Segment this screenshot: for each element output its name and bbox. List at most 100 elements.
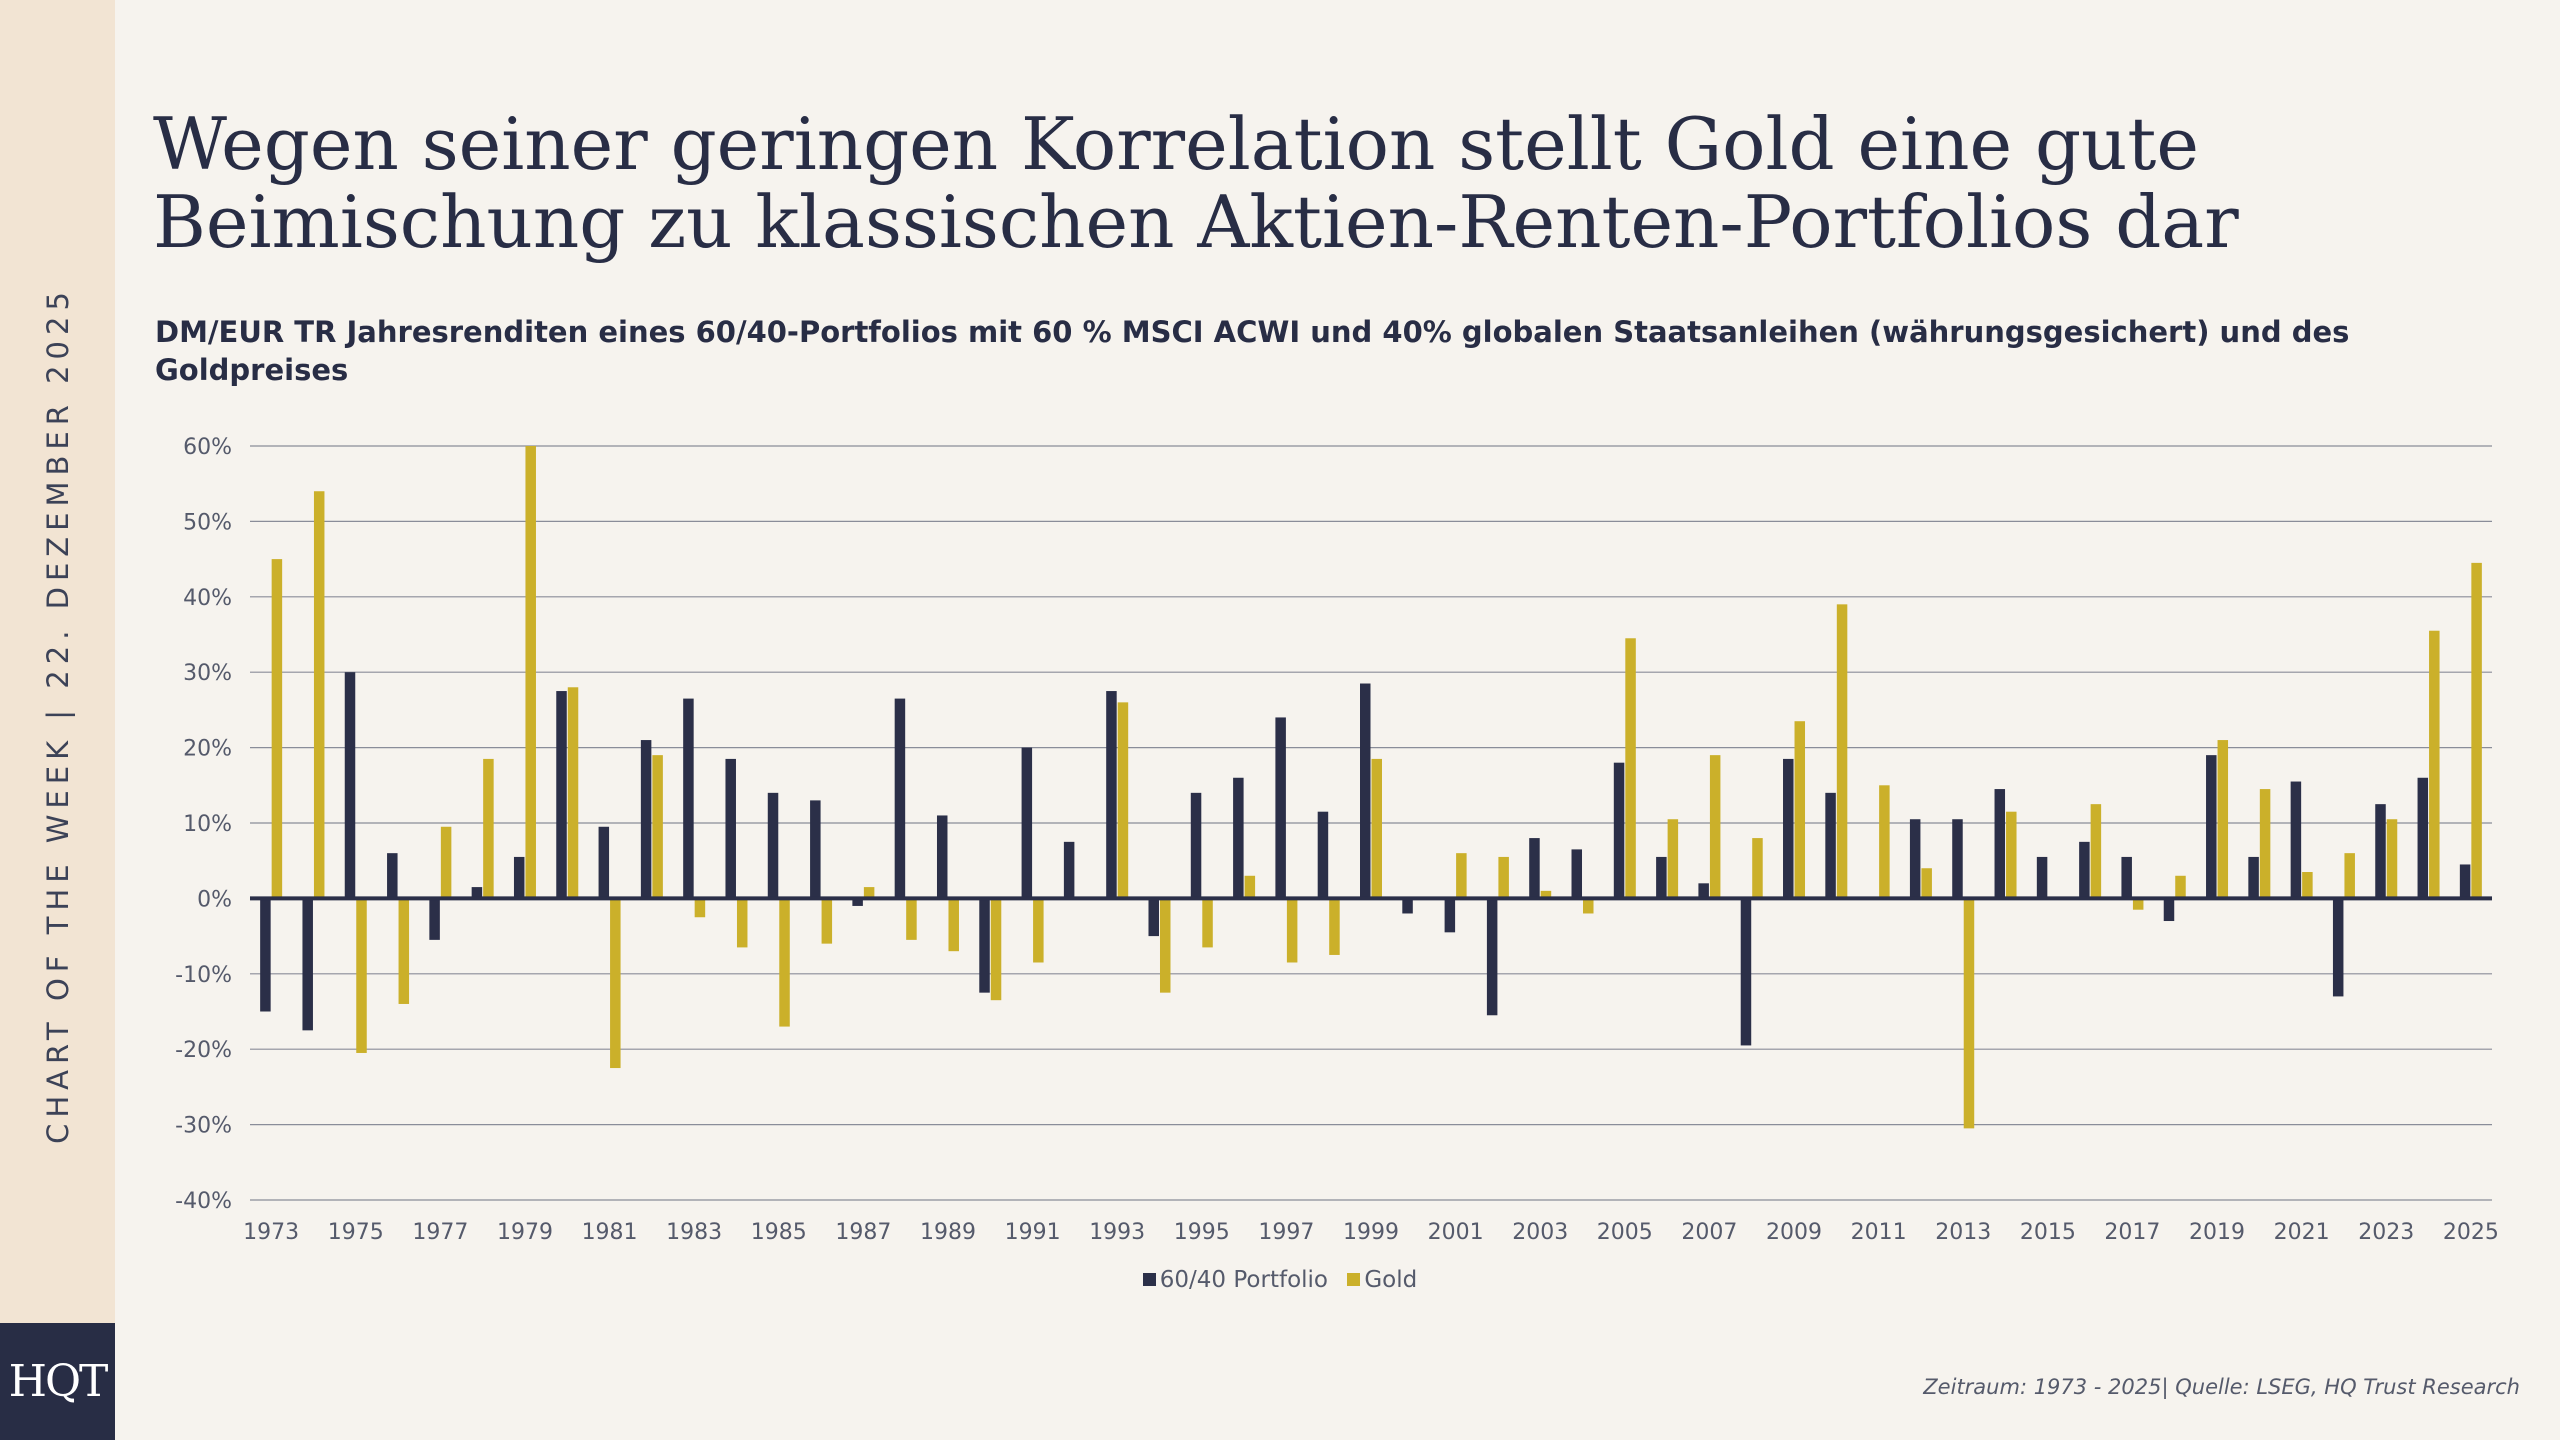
y-tick-label: 0% [197,887,232,912]
portfolio-bar-2016 [2079,841,2090,899]
gold-bar-1978 [483,758,494,899]
portfolio-bar-2023 [2375,804,2386,899]
source-note: Zeitraum: 1973 - 2025| Quelle: LSEG, HQ … [1923,1375,2520,1399]
portfolio-bar-2018 [2163,898,2175,922]
portfolio-bar-2008 [1740,898,1752,1046]
gold-bar-2008 [1752,838,1763,899]
portfolio-bar-1977 [429,898,440,940]
gold-bar-1984 [736,898,748,948]
portfolio-bar-1986 [810,800,821,899]
x-tick-label: 2023 [2358,1220,2414,1245]
gold-bar-1973 [271,559,283,899]
y-tick-label: -20% [175,1038,232,1063]
portfolio-bar-2002 [1486,898,1498,1016]
x-tick-label: 2009 [1766,1220,1822,1245]
x-tick-label: 1981 [582,1220,638,1245]
y-tick-label: -30% [175,1114,232,1139]
portfolio-bar-1979 [513,856,525,899]
x-tick-label: 1985 [751,1220,807,1245]
gold-bar-2004 [1583,898,1594,914]
x-tick-label: 1977 [412,1220,468,1245]
gold-bar-1982 [652,755,663,899]
portfolio-bar-1998 [1317,811,1329,899]
gold-bar-1994 [1159,898,1171,993]
x-tick-label: 1979 [497,1220,553,1245]
x-tick-label: 2021 [2274,1220,2330,1245]
gold-bar-2007 [1709,755,1721,899]
gold-bar-2024 [2429,630,2440,899]
company-logo: HQT [0,1323,115,1440]
portfolio-bar-2009 [1783,758,1794,899]
portfolio-bar-1991 [1021,747,1033,899]
gold-bar-2016 [2090,804,2102,899]
portfolio-bar-2025 [2459,864,2471,899]
portfolio-bar-1996 [1233,777,1244,899]
gold-bar-2003 [1540,890,1552,899]
portfolio-bar-1985 [767,792,779,899]
gold-bar-2011 [1879,785,1890,899]
x-tick-label: 2019 [2189,1220,2245,1245]
portfolio-bar-1994 [1148,898,1159,937]
gold-bar-1977 [440,826,452,899]
gold-bar-2002 [1498,856,1509,899]
gold-bar-1986 [821,898,833,944]
portfolio-bar-1993 [1106,691,1117,899]
portfolio-bar-2017 [2121,856,2132,899]
gold-bar-1999 [1371,758,1382,899]
x-tick-label: 1987 [835,1220,891,1245]
gold-bar-2010 [1836,604,1848,899]
y-tick-label: -40% [175,1189,232,1214]
x-tick-label: 2013 [1935,1220,1991,1245]
bar-chart: 60% 50% 40% 30% 20% 10% 0% -10% -20% -30% -40% 197… [175,435,2499,1245]
gold-bar-1976 [398,898,410,1004]
portfolio-bar-2024 [2417,777,2429,899]
portfolio-bar-2019 [2206,755,2217,899]
x-tick-label: 2015 [2020,1220,2076,1245]
y-tick-label: 20% [183,737,232,762]
portfolio-bar-2010 [1825,792,1836,899]
gold-bar-1983 [694,898,706,918]
gold-bar-1979 [525,446,536,899]
portfolio-bar-1997 [1275,717,1286,899]
y-tick-label: -10% [175,963,232,988]
portfolio-bar-1982 [640,740,652,899]
page-title: Wegen seiner geringen Korrelation stellt… [153,102,2239,264]
x-tick-label: 1993 [1089,1220,1145,1245]
portfolio-bar-1980 [556,691,567,899]
x-tick-label: 1989 [920,1220,976,1245]
sidebar: CHART OF THE WEEK | 22. DEZEMBER 2025 [0,0,115,1440]
gold-bar-1993 [1117,702,1129,899]
portfolio-bar-2013 [1952,819,1963,899]
gold-bar-1974 [313,491,325,899]
gold-bar-2006 [1667,819,1679,899]
legend-label-gold: Gold [1364,1266,1418,1293]
legend-swatch-gold [1347,1273,1361,1286]
x-tick-label: 1973 [243,1220,299,1245]
portfolio-bar-1978 [471,887,483,899]
portfolio-bar-2012 [1909,819,1921,899]
portfolio-bar-2021 [2290,781,2302,899]
bars [260,446,2482,1129]
gold-bar-1989 [948,898,959,952]
x-tick-label: 2017 [2104,1220,2160,1245]
gold-bar-1990 [990,898,1002,1001]
gold-bar-1981 [610,898,621,1069]
gold-bar-2018 [2175,875,2186,899]
portfolio-bar-1981 [598,826,610,899]
legend-item-portfolio: 60/40 Portfolio [1142,1267,1328,1293]
gold-bar-2017 [2132,898,2144,910]
portfolio-bar-2005 [1613,762,1625,899]
portfolio-bar-1973 [260,898,271,1012]
gold-bar-1987 [863,887,875,899]
x-tick-label: 2011 [1851,1220,1907,1245]
y-tick-label: 10% [183,812,232,837]
x-tick-label: 2025 [2443,1220,2499,1245]
gold-bar-1995 [1202,898,1213,948]
x-tick-label: 1999 [1343,1220,1399,1245]
x-tick-label: 2001 [1428,1220,1484,1245]
gold-bar-1988 [906,898,917,940]
portfolio-bar-1974 [302,898,313,1031]
portfolio-bar-2022 [2332,898,2344,997]
portfolio-bar-1975 [344,672,356,899]
portfolio-bar-2000 [1402,898,1413,914]
